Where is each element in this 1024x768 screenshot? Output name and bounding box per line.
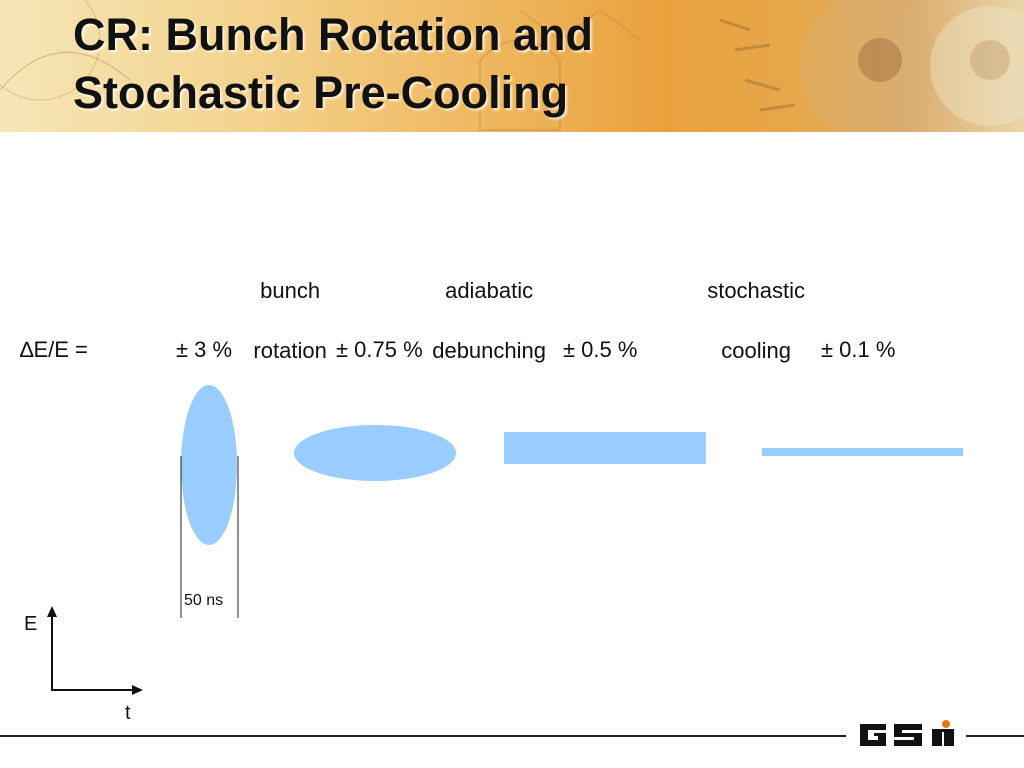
stage-label-bunch-rotation: bunch rotation xyxy=(224,246,344,366)
stage-label-adiabatic-debunching: adiabatic debunching xyxy=(403,246,563,366)
stage-label-line: adiabatic xyxy=(445,278,534,303)
footer-rule-left xyxy=(0,735,846,737)
energy-spread-label: ∆E/E = xyxy=(20,337,88,362)
bunch-shape-tall-ellipse xyxy=(181,385,237,545)
energy-spread-value-2: ± 0.75 % xyxy=(336,337,423,362)
bunch-shape-wide-ellipse xyxy=(294,425,456,481)
header-banner: CR: Bunch Rotation and Stochastic Pre-Co… xyxy=(0,0,1024,132)
footer-rule-right xyxy=(966,735,1024,737)
slide-title: CR: Bunch Rotation and Stochastic Pre-Co… xyxy=(73,6,593,122)
time-axis-label: t xyxy=(125,702,131,724)
energy-spread-value-3: ± 0.5 % xyxy=(563,337,638,362)
stage-label-line: debunching xyxy=(432,338,546,363)
stage-label-line: stochastic xyxy=(707,278,806,303)
stage-label-line: bunch xyxy=(260,278,321,303)
bunch-width-label: 50 ns xyxy=(184,592,224,609)
energy-axis-label: E xyxy=(24,613,38,635)
title-line-1: CR: Bunch Rotation and xyxy=(73,9,593,60)
stage-label-line: rotation xyxy=(253,338,327,363)
energy-spread-value-1: ± 3 % xyxy=(176,337,233,362)
gsi-logo xyxy=(860,720,954,746)
bunch-shape-rectangle xyxy=(504,432,706,464)
title-line-2: Stochastic Pre-Cooling xyxy=(73,67,569,118)
stage-label-line: cooling xyxy=(721,338,791,363)
time-axis-arrowhead xyxy=(132,685,143,695)
bunch-shape-thin-strip xyxy=(762,448,963,456)
energy-spread-value-4: ± 0.1 % xyxy=(821,337,896,362)
stage-label-stochastic-cooling: stochastic cooling xyxy=(680,246,820,366)
banner-decoration xyxy=(0,0,1024,132)
energy-axis-arrowhead xyxy=(47,606,57,617)
